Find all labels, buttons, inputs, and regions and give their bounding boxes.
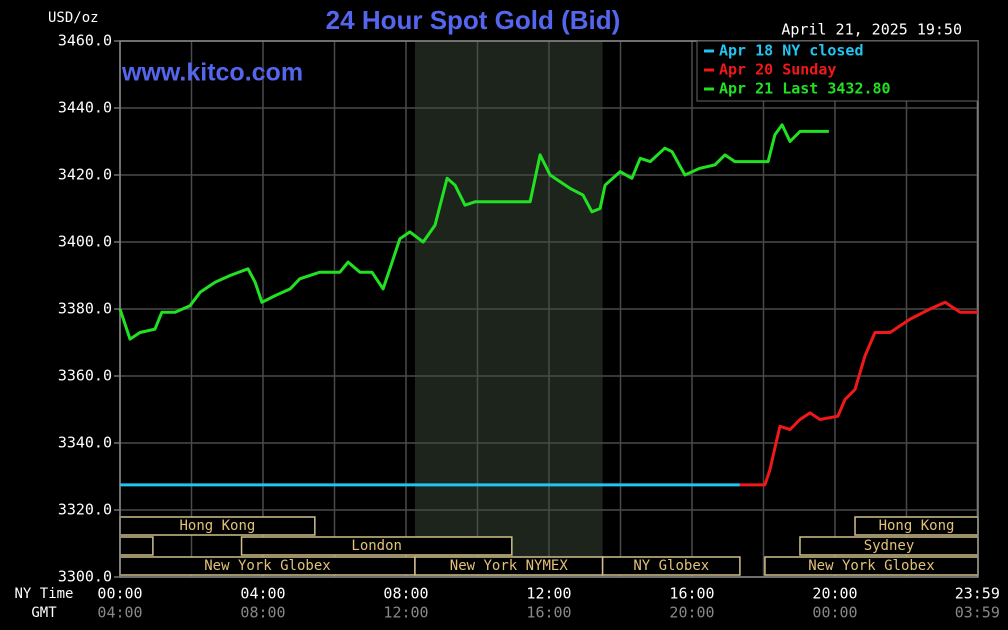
session-label: Hong Kong xyxy=(179,518,255,534)
x2-tick-label: 20:00 xyxy=(669,604,714,622)
session-label: New York Globex xyxy=(808,558,934,574)
session-box xyxy=(119,536,154,556)
y-tick-label: 3300.0 xyxy=(58,568,112,586)
session-label: New York NYMEX xyxy=(450,558,569,574)
watermark: www.kitco.com xyxy=(121,59,303,87)
legend-box xyxy=(696,40,979,102)
y-unit: USD/oz xyxy=(48,10,99,26)
chart-title: 24 Hour Spot Gold (Bid) xyxy=(326,5,621,35)
y-tick-label: 3440.0 xyxy=(58,99,112,117)
x2-tick-label: 03:59 xyxy=(955,604,1000,622)
x2-tick-label: 16:00 xyxy=(526,604,571,622)
y-tick-label: 3340.0 xyxy=(58,434,112,452)
x-tick-label: 04:00 xyxy=(240,585,285,603)
legend-label: Apr 21 Last 3432.80 xyxy=(719,80,891,98)
series-line xyxy=(739,300,978,487)
y-tick-label: 3420.0 xyxy=(58,166,112,184)
x2-tick-label: 00:00 xyxy=(812,604,857,622)
x-tick-label: 16:00 xyxy=(669,585,714,603)
session-label: Sydney xyxy=(864,538,915,554)
session-label: New York Globex xyxy=(204,558,330,574)
x-label: NY Time xyxy=(14,586,73,602)
x2-tick-label: 08:00 xyxy=(240,604,285,622)
legend-label: Apr 18 NY closed xyxy=(719,42,864,60)
series-line xyxy=(118,123,829,341)
legend-label: Apr 20 Sunday xyxy=(719,61,836,79)
session-label: Hong Kong xyxy=(879,518,955,534)
session-label: London xyxy=(351,538,402,554)
x-tick-label: 23:59 xyxy=(955,585,1000,603)
session-label: NY Globex xyxy=(633,558,709,574)
session-box xyxy=(240,536,513,556)
x2-tick-label: 12:00 xyxy=(383,604,428,622)
y-tick-label: 3360.0 xyxy=(58,367,112,385)
timestamp: April 21, 2025 19:50 xyxy=(781,21,962,39)
y-tick-label: 3460.0 xyxy=(58,32,112,50)
x-tick-label: 08:00 xyxy=(383,585,428,603)
y-tick-label: 3380.0 xyxy=(58,300,112,318)
x-tick-label: 12:00 xyxy=(526,585,571,603)
x-tick-label: 00:00 xyxy=(97,585,142,603)
x-tick-label: 20:00 xyxy=(812,585,857,603)
y-tick-label: 3400.0 xyxy=(58,233,112,251)
x2-label: GMT xyxy=(31,605,57,621)
y-tick-label: 3320.0 xyxy=(58,501,112,519)
session-box xyxy=(601,556,741,576)
x2-tick-label: 04:00 xyxy=(97,604,142,622)
